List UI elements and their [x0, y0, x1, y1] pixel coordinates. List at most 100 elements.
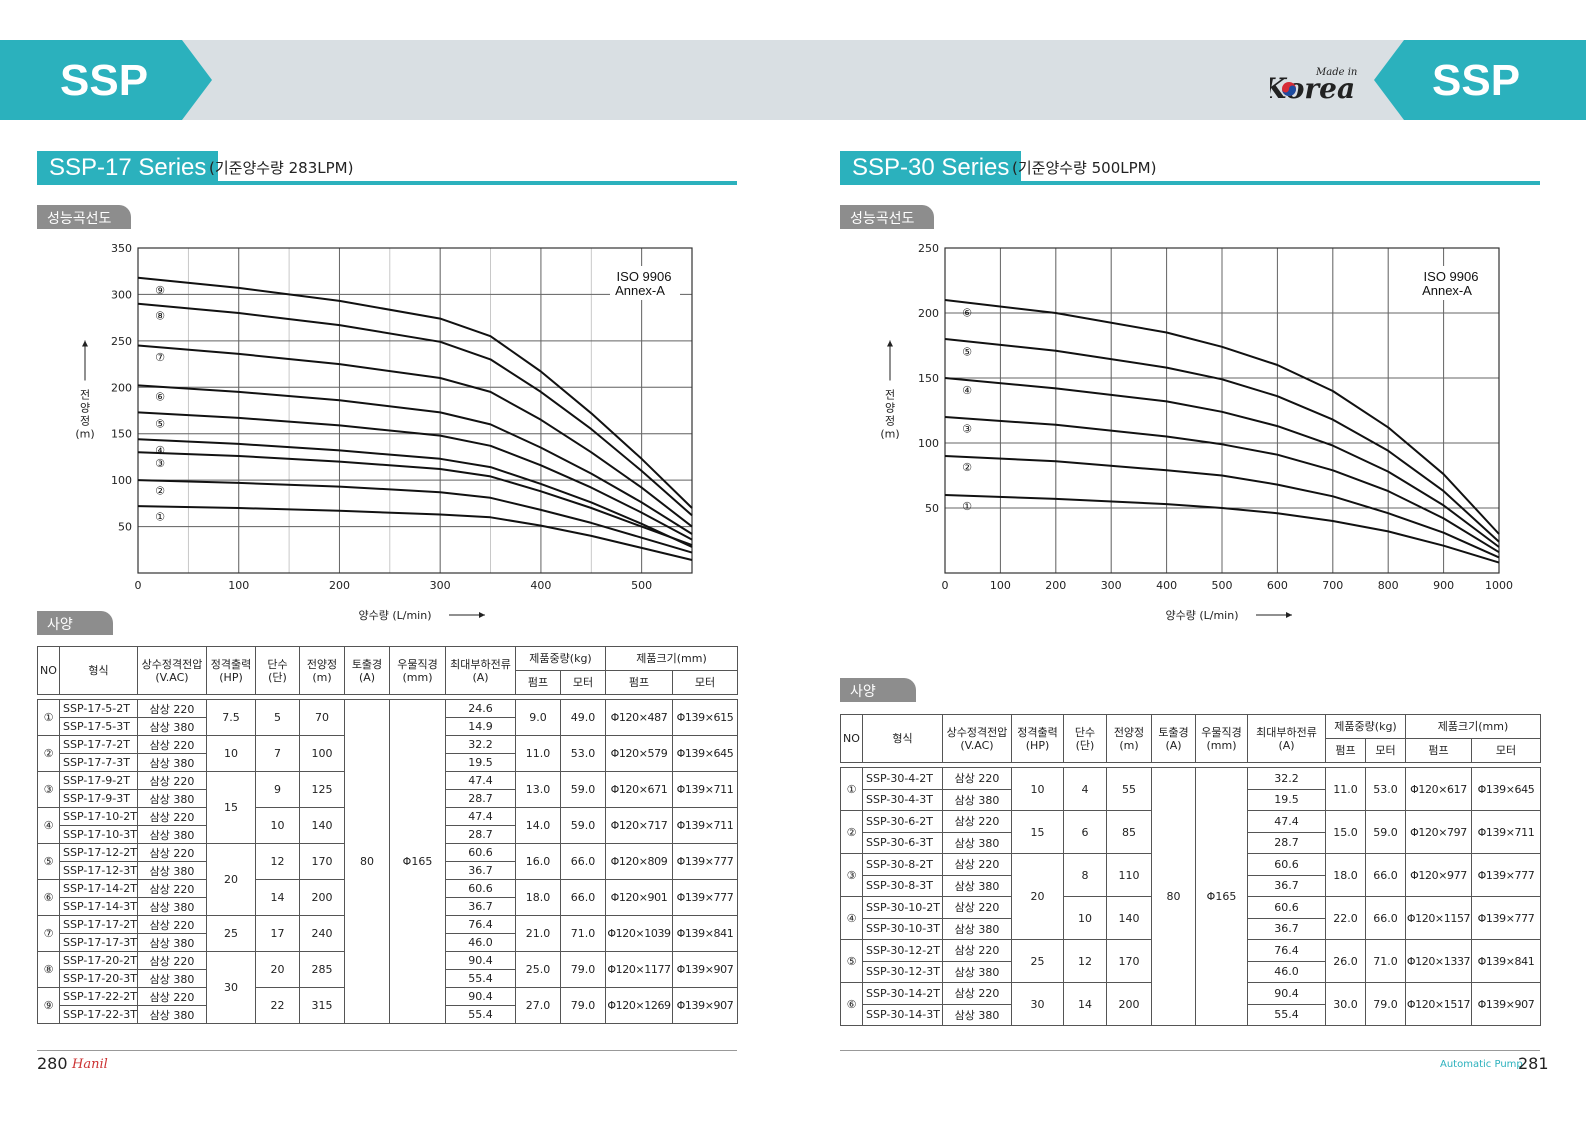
motor-weight-cell: 66.0: [1364, 896, 1407, 940]
motor-weight-cell: 49.0: [559, 699, 607, 736]
ssp30-header-rule: [840, 181, 1540, 185]
current-cell: 90.4: [1247, 982, 1326, 1005]
output-cell: 20: [206, 843, 256, 916]
motor-weight-cell: 53.0: [559, 735, 607, 772]
row-number: ⑨: [37, 987, 60, 1024]
ssp30-spec-label: 사양: [840, 678, 916, 702]
current-cell: 60.6: [1247, 853, 1326, 876]
pump-size-cell: Φ120×717: [605, 807, 674, 844]
stages-cell: 12: [255, 843, 300, 880]
x-tick-label: 300: [430, 579, 451, 592]
th-weight: 제품중량(kg): [1324, 714, 1407, 739]
curve-marker-label: ①: [962, 500, 972, 513]
x-tick-label: 0: [942, 579, 949, 592]
head-cell: 200: [299, 879, 345, 916]
ssp17-series-header: SSP-17 Series (기준양수량 283LPM): [37, 151, 737, 185]
th-well: 우물직경 (mm): [389, 646, 446, 695]
row-number: ②: [37, 735, 60, 772]
annotation-line2: Annex-A: [615, 283, 665, 298]
th-current: 최대부하전류 (A): [1247, 714, 1326, 763]
stages-cell: 20: [255, 951, 300, 988]
head-cell: 240: [299, 915, 345, 952]
model-cell: SSP-17-5-3T: [59, 717, 138, 736]
curve-marker-label: ④: [962, 384, 972, 397]
th-well: 우물직경 (mm): [1195, 714, 1248, 763]
annotation-line1: ISO 9906: [1424, 269, 1479, 284]
table-row: SSP-17-10-3T 삼상 380 28.7: [38, 825, 738, 844]
motor-weight-cell: 66.0: [1364, 853, 1407, 897]
th-weight-motor: 모터: [1364, 738, 1407, 763]
model-cell: SSP-30-6-2T: [862, 810, 943, 833]
current-cell: 28.7: [445, 789, 516, 808]
y-tick-label: 300: [111, 288, 132, 301]
th-no: NO: [37, 646, 60, 695]
right-page-number: 281: [1518, 1054, 1549, 1073]
curve-7: [137, 344, 693, 528]
table-row: ② SSP-30-6-2T 삼상 220 15 6 85 47.4 15.0 59.0 Φ120×…: [840, 810, 1542, 854]
th-size: 제품크기(mm): [605, 646, 739, 671]
stages-cell: 7: [255, 735, 300, 772]
voltage-cell: 삼상 380: [942, 917, 1012, 940]
y-tick-label: 200: [111, 381, 132, 394]
pump-size-cell: Φ120×1039: [605, 915, 674, 952]
table-gap-row: [37, 694, 738, 700]
head-cell: 100: [299, 735, 345, 772]
model-cell: SSP-17-20-3T: [59, 969, 138, 988]
curve-marker-label: ⑧: [155, 310, 165, 323]
voltage-cell: 삼상 380: [137, 789, 207, 808]
pump-size-cell: Φ120×1517: [1405, 982, 1473, 1026]
current-cell: 14.9: [445, 717, 516, 736]
row-number: ⑥: [37, 879, 60, 916]
voltage-cell: 삼상 380: [137, 717, 207, 736]
model-cell: SSP-30-6-3T: [862, 831, 943, 854]
curve-marker-label: ②: [962, 461, 972, 474]
motor-size-cell: Φ139×841: [1471, 939, 1542, 983]
voltage-cell: 삼상 380: [942, 1003, 1012, 1026]
th-head: 전양정 (m): [1106, 714, 1152, 763]
head-cell: 70: [299, 699, 345, 736]
current-cell: 76.4: [445, 915, 516, 934]
head-cell: 85: [1106, 810, 1152, 854]
table-row: ⑤ SSP-17-12-2T 삼상 220 20 12 170 60.6 16.0 66.0 Φ1…: [37, 843, 739, 916]
motor-size-cell: Φ139×777: [672, 879, 739, 916]
voltage-cell: 삼상 220: [137, 699, 207, 718]
stages-cell: 5: [255, 699, 300, 736]
pump-size-cell: Φ120×617: [1405, 767, 1473, 811]
logo-small-text: Made in: [1315, 67, 1357, 78]
th-size-motor: 모터: [672, 670, 739, 695]
row-number: ②: [840, 810, 863, 854]
head-cell: 315: [299, 987, 345, 1024]
voltage-cell: 삼상 380: [942, 831, 1012, 854]
model-cell: SSP-17-5-2T: [59, 699, 138, 718]
plot-frame: [944, 247, 1500, 574]
y-tick-label: 250: [111, 335, 132, 348]
stages-cell: 22: [255, 987, 300, 1024]
motor-weight-cell: 66.0: [559, 843, 607, 880]
current-cell: 55.4: [1247, 1003, 1326, 1026]
current-cell: 90.4: [445, 987, 516, 1006]
model-cell: SSP-30-12-3T: [862, 960, 943, 983]
voltage-cell: 삼상 380: [137, 1005, 207, 1024]
ssp30-series-subtitle: (기준양수량 500LPM): [1012, 159, 1157, 177]
model-cell: SSP-30-4-3T: [862, 788, 943, 811]
motor-weight-cell: 59.0: [559, 771, 607, 808]
motor-size-cell: Φ139×777: [1471, 896, 1542, 940]
th-no: NO: [840, 714, 863, 763]
stages-cell: 10: [1063, 896, 1107, 940]
stages-cell: 14: [255, 879, 300, 916]
model-cell: SSP-17-10-3T: [59, 825, 138, 844]
x-tick-label: 300: [1101, 579, 1122, 592]
voltage-cell: 삼상 220: [942, 767, 1012, 790]
row-number: ①: [840, 767, 863, 811]
logo-big-text: Korea: [1270, 72, 1355, 102]
curve-1: [137, 505, 693, 561]
pump-size-cell: Φ120×977: [1405, 853, 1473, 897]
motor-size-cell: Φ139×645: [672, 735, 739, 772]
th-weight-motor: 모터: [559, 670, 607, 695]
voltage-cell: 삼상 380: [137, 825, 207, 844]
motor-size-cell: Φ139×907: [672, 951, 739, 988]
voltage-cell: 삼상 220: [942, 810, 1012, 833]
x-tick-label: 500: [1212, 579, 1233, 592]
row-number: ④: [840, 896, 863, 940]
voltage-cell: 삼상 220: [137, 843, 207, 862]
